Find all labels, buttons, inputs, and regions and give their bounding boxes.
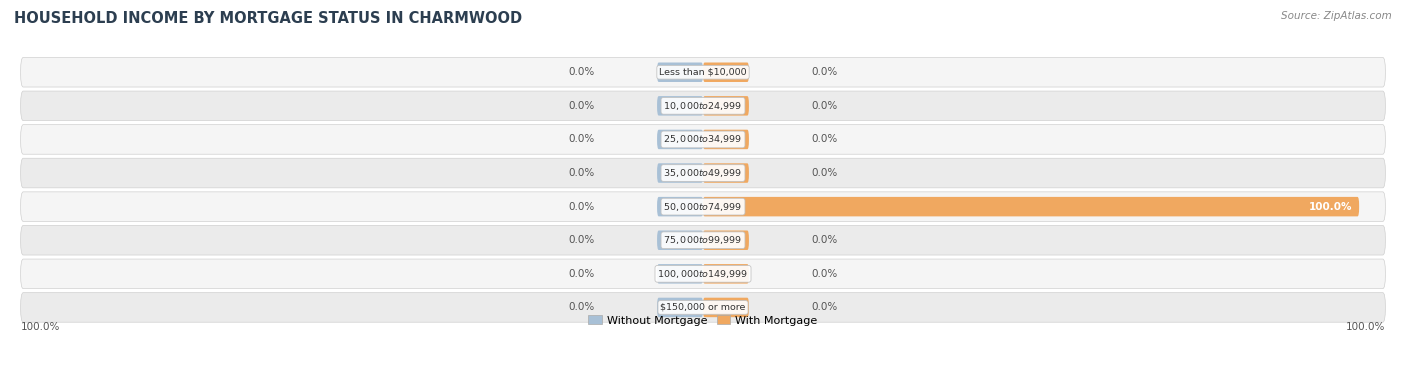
Text: 0.0%: 0.0% <box>811 302 838 313</box>
FancyBboxPatch shape <box>703 130 749 149</box>
Text: $75,000 to $99,999: $75,000 to $99,999 <box>664 234 742 246</box>
FancyBboxPatch shape <box>703 163 749 183</box>
Text: 0.0%: 0.0% <box>811 168 838 178</box>
FancyBboxPatch shape <box>21 57 1385 87</box>
FancyBboxPatch shape <box>703 231 749 250</box>
Text: 0.0%: 0.0% <box>568 201 595 212</box>
Text: 0.0%: 0.0% <box>811 269 838 279</box>
Text: $150,000 or more: $150,000 or more <box>661 303 745 312</box>
FancyBboxPatch shape <box>21 225 1385 255</box>
FancyBboxPatch shape <box>21 91 1385 121</box>
Text: Less than $10,000: Less than $10,000 <box>659 68 747 77</box>
Text: $25,000 to $34,999: $25,000 to $34,999 <box>664 133 742 146</box>
FancyBboxPatch shape <box>657 298 703 317</box>
FancyBboxPatch shape <box>657 163 703 183</box>
FancyBboxPatch shape <box>21 259 1385 289</box>
FancyBboxPatch shape <box>21 293 1385 322</box>
Text: $10,000 to $24,999: $10,000 to $24,999 <box>664 100 742 112</box>
FancyBboxPatch shape <box>703 197 1360 216</box>
FancyBboxPatch shape <box>657 62 703 82</box>
Text: 100.0%: 100.0% <box>21 322 60 332</box>
Text: 100.0%: 100.0% <box>1346 322 1385 332</box>
Text: 0.0%: 0.0% <box>568 269 595 279</box>
FancyBboxPatch shape <box>657 96 703 116</box>
Text: 0.0%: 0.0% <box>568 302 595 313</box>
Text: 0.0%: 0.0% <box>568 235 595 245</box>
Legend: Without Mortgage, With Mortgage: Without Mortgage, With Mortgage <box>583 311 823 330</box>
Text: $35,000 to $49,999: $35,000 to $49,999 <box>664 167 742 179</box>
FancyBboxPatch shape <box>657 231 703 250</box>
Text: HOUSEHOLD INCOME BY MORTGAGE STATUS IN CHARMWOOD: HOUSEHOLD INCOME BY MORTGAGE STATUS IN C… <box>14 11 522 26</box>
Text: $50,000 to $74,999: $50,000 to $74,999 <box>664 201 742 213</box>
Text: 0.0%: 0.0% <box>568 101 595 111</box>
Text: Source: ZipAtlas.com: Source: ZipAtlas.com <box>1281 11 1392 21</box>
Text: 0.0%: 0.0% <box>811 67 838 77</box>
FancyBboxPatch shape <box>21 192 1385 222</box>
Text: 0.0%: 0.0% <box>568 168 595 178</box>
FancyBboxPatch shape <box>21 125 1385 154</box>
FancyBboxPatch shape <box>703 264 749 284</box>
FancyBboxPatch shape <box>703 96 749 116</box>
Text: 0.0%: 0.0% <box>811 135 838 144</box>
FancyBboxPatch shape <box>21 158 1385 188</box>
Text: 0.0%: 0.0% <box>811 235 838 245</box>
FancyBboxPatch shape <box>657 130 703 149</box>
FancyBboxPatch shape <box>703 298 749 317</box>
Text: 0.0%: 0.0% <box>568 135 595 144</box>
FancyBboxPatch shape <box>703 62 749 82</box>
Text: 0.0%: 0.0% <box>568 67 595 77</box>
Text: 100.0%: 100.0% <box>1309 201 1353 212</box>
FancyBboxPatch shape <box>657 264 703 284</box>
Text: 0.0%: 0.0% <box>811 101 838 111</box>
Text: $100,000 to $149,999: $100,000 to $149,999 <box>658 268 748 280</box>
FancyBboxPatch shape <box>657 197 703 216</box>
